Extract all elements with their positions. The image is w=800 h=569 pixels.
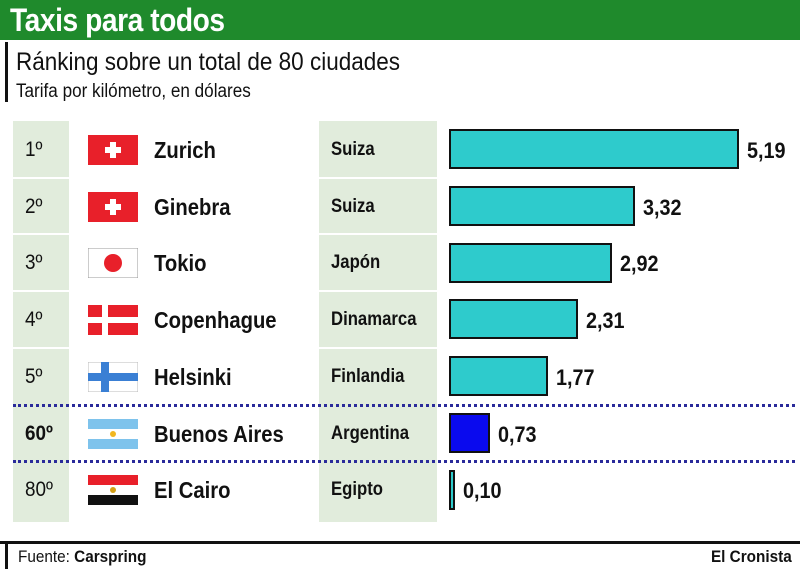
city-label: Copenhague [154, 307, 277, 334]
bar [449, 356, 548, 397]
country-label: Egipto [331, 479, 384, 501]
country-label: Argentina [331, 422, 410, 444]
rank-label: 3º [25, 251, 43, 275]
value-label: 0,10 [463, 478, 502, 504]
row-divider [13, 346, 795, 349]
bar [449, 299, 578, 340]
country-label: Dinamarca [331, 309, 417, 331]
value-label: 1,77 [556, 364, 595, 390]
row-divider [13, 290, 795, 293]
swiss-flag [88, 191, 138, 222]
rank-column-bg [13, 121, 69, 522]
value-label: 5,19 [747, 138, 786, 163]
row-divider [13, 403, 795, 407]
city-label: Buenos Aires [154, 420, 284, 447]
country-column-bg [319, 121, 437, 522]
value-label: 3,32 [643, 194, 682, 220]
rank-label: 1º [25, 138, 43, 161]
chart-subtitle: Ránking sobre un total de 80 ciudades [16, 48, 401, 76]
city-label: Tokio [154, 250, 207, 277]
country-label: Suiza [331, 195, 375, 217]
country-label: Finlandia [331, 365, 405, 387]
swiss-flag [88, 135, 138, 165]
ranking-table: 1º Zurich Suiza 5,19 2º Ginebra Suiza 3,32 3º Tok… [13, 121, 795, 522]
rank-label: 2º [25, 194, 43, 218]
row-divider [13, 233, 795, 236]
city-label: El Cairo [154, 477, 231, 504]
source-label: Fuente: [18, 547, 70, 566]
title-banner: Taxis para todos [0, 0, 800, 40]
chart-title: Taxis para todos [10, 2, 225, 38]
row-divider [13, 460, 795, 464]
country-label: Suiza [331, 139, 375, 160]
city-label: Zurich [154, 137, 216, 163]
row-divider [13, 176, 795, 179]
source-name: Carspring [74, 547, 147, 566]
country-label: Japón [331, 252, 381, 274]
value-label: 2,31 [586, 308, 625, 334]
argentina-flag [88, 418, 138, 449]
header-rule [5, 42, 8, 102]
footer-side-rule [5, 544, 8, 569]
publisher-name: El Cronista [711, 547, 792, 566]
city-label: Helsinki [154, 363, 232, 390]
bar [449, 469, 455, 510]
value-label: 0,73 [498, 421, 537, 447]
city-label: Ginebra [154, 193, 231, 220]
rank-label: 5º [25, 364, 43, 388]
value-label: 2,92 [620, 251, 659, 277]
finland-flag [87, 361, 139, 393]
denmark-flag [88, 305, 138, 336]
japan-flag [87, 247, 139, 279]
egypt-flag [88, 475, 138, 506]
bar [449, 186, 635, 227]
chart-units-note: Tarifa por kilómetro, en dólares [16, 81, 251, 102]
source-credit: Fuente: Carspring [18, 546, 146, 568]
rank-label: 60º [25, 421, 53, 445]
bar [449, 129, 739, 170]
rank-label: 4º [25, 308, 43, 332]
footer-rule [0, 541, 800, 544]
bar [449, 242, 612, 283]
rank-label: 80º [25, 478, 53, 502]
bar [449, 412, 490, 453]
